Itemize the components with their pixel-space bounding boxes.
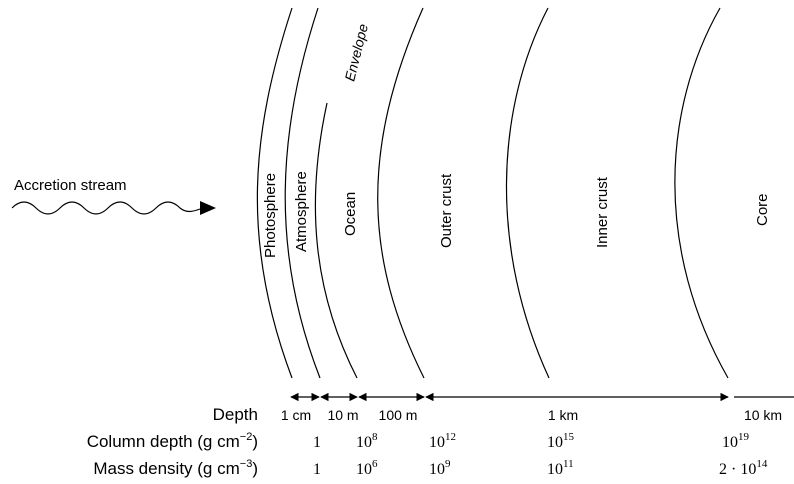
mass-density-value: 1 (313, 461, 321, 478)
mass-density-value: 106 (356, 458, 378, 478)
layer-label-atmosphere: Atmosphere (293, 171, 310, 252)
layer-label-inner-crust: Inner crust (594, 176, 611, 248)
boundary-ocean (377, 7, 425, 379)
column-depth-value: 1019 (722, 431, 750, 451)
mass-density-value: 2 · 1014 (719, 458, 768, 478)
accretion-stream-wave (11, 201, 201, 215)
envelope-label: Envelope (341, 22, 371, 83)
layer-label-core: Core (754, 193, 771, 226)
layer-label-photosphere: Photosphere (262, 173, 279, 258)
accretion-arrow-head (200, 201, 216, 215)
depth-value: 100 m (379, 407, 418, 423)
boundary-outer-crust (505, 7, 550, 379)
column-depth-value: 108 (356, 431, 378, 451)
layer-label-outer-crust: Outer crust (438, 173, 455, 248)
depth-value: 10 m (327, 407, 358, 423)
row-label-mass-density: Mass density (g cm−3) (93, 458, 258, 478)
depth-value: 10 km (744, 407, 782, 423)
column-depth-value: 1015 (547, 431, 575, 451)
depth-value: 1 km (548, 407, 578, 423)
boundary-inner-crust (674, 7, 729, 379)
boundary-photosphere (256, 7, 293, 379)
row-label-depth: Depth (213, 405, 258, 424)
mass-density-value: 109 (429, 458, 451, 478)
boundary-atmosphere (284, 7, 321, 379)
mass-density-value: 1011 (547, 458, 574, 478)
depth-value: 1 cm (281, 407, 311, 423)
boundary-envelope (314, 102, 358, 379)
accretion-stream-label: Accretion stream (14, 177, 127, 194)
column-depth-value: 1 (313, 434, 321, 451)
column-depth-value: 1012 (429, 431, 456, 451)
layer-label-ocean: Ocean (342, 192, 359, 236)
row-label-column-depth: Column depth (g cm−2) (87, 431, 258, 451)
